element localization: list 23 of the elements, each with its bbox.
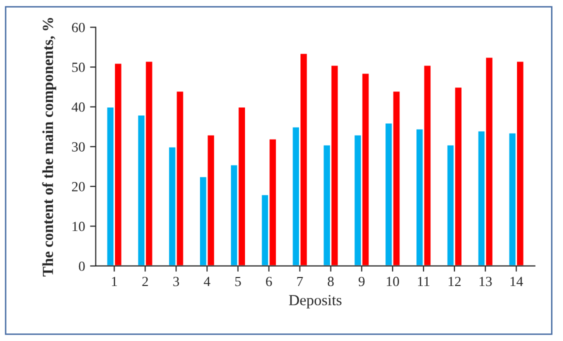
x-tick-label: 2 bbox=[142, 276, 148, 286]
y-tick-label: 40 bbox=[72, 102, 85, 112]
x-tick-label: 7 bbox=[297, 276, 303, 286]
x-tick-label: 13 bbox=[480, 276, 492, 286]
x-tick-label: 3 bbox=[173, 276, 180, 286]
x-tick-label: 10 bbox=[386, 276, 400, 286]
y-tick-label: 20 bbox=[72, 182, 85, 192]
x-axis-title: Deposits bbox=[288, 295, 342, 308]
x-tick-label: 14 bbox=[510, 276, 524, 286]
x-tick-label: 9 bbox=[358, 276, 365, 286]
x-tick-label: 11 bbox=[418, 276, 430, 286]
x-tick-label: 5 bbox=[235, 276, 241, 286]
x-tick-label: 6 bbox=[266, 276, 272, 286]
y-axis-title: The content of the main components, % bbox=[42, 18, 56, 276]
y-tick-label: 60 bbox=[72, 22, 85, 32]
x-tick-label: 12 bbox=[448, 276, 461, 286]
x-tick-label: 1 bbox=[112, 276, 117, 286]
x-tick-label: 4 bbox=[204, 276, 210, 286]
y-tick-label: 30 bbox=[72, 142, 85, 152]
x-tick-label: 8 bbox=[328, 276, 334, 286]
y-tick-label: 50 bbox=[72, 62, 85, 72]
y-tick-label: 10 bbox=[72, 222, 85, 232]
y-tick-label: 0 bbox=[78, 262, 85, 271]
